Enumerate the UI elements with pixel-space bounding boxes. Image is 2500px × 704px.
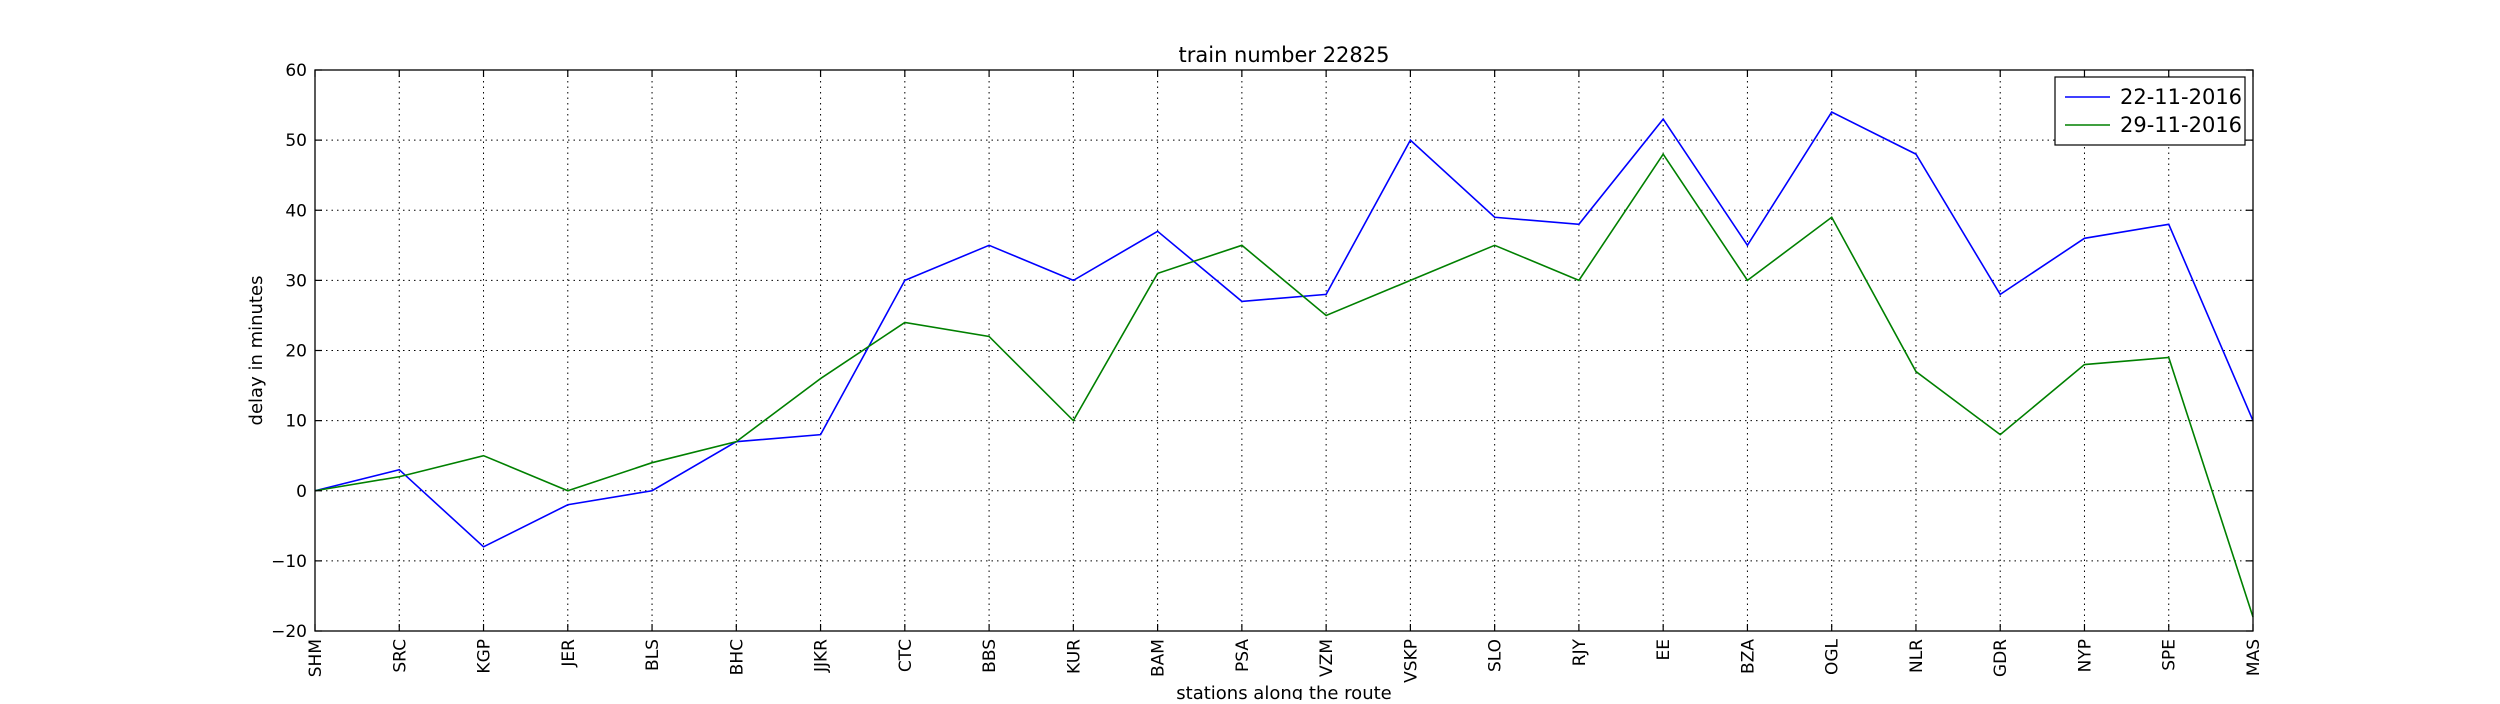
x-tick-label: BZA	[1738, 639, 1758, 674]
x-tick-label: SRC	[390, 639, 410, 673]
series-line-1	[314, 111, 2254, 548]
x-tick-label: JER	[559, 639, 579, 668]
x-tick-label: NYP	[2075, 639, 2095, 672]
x-tick-label: VZM	[1317, 639, 1337, 677]
y-tick-label: −20	[271, 622, 307, 642]
x-tick-label: KUR	[1064, 639, 1084, 674]
x-tick-label: MAS	[2244, 639, 2264, 676]
x-tick-label: VSKP	[1401, 639, 1421, 683]
x-axis-ticks: SHM SRC KGP JER BLS BHC JJKR CTC BBS KUR BAM PSA VZM…	[306, 70, 2264, 683]
legend-box	[2054, 76, 2246, 146]
y-axis-ticks: −20 −10 0 10 20 30 40 50 60	[271, 61, 2253, 642]
y-tick-label: 20	[285, 342, 307, 362]
y-axis-label: delay in minutes	[246, 276, 267, 426]
x-tick-label: SPE	[2160, 639, 2180, 671]
y-tick-label: 60	[285, 61, 307, 81]
series-line-2	[314, 152, 2254, 618]
x-tick-label: BHC	[727, 639, 747, 675]
x-tick-label: SHM	[306, 639, 326, 677]
x-tick-label: BBS	[980, 639, 1000, 673]
y-tick-label: 30	[285, 271, 307, 291]
x-tick-label: JJKR	[812, 639, 832, 673]
x-tick-label: KGP	[475, 639, 495, 674]
chart-title: train number 22825	[1179, 43, 1390, 67]
y-tick-label: 50	[285, 131, 307, 151]
x-tick-label: PSA	[1233, 639, 1253, 672]
x-tick-label: NLR	[1907, 639, 1927, 673]
x-tick-label: BLS	[643, 639, 663, 671]
x-tick-label: SLO	[1486, 639, 1506, 672]
legend-label-2: 29-11-2016	[2120, 113, 2242, 137]
x-tick-label: BAM	[1149, 639, 1169, 677]
y-tick-label: 10	[285, 412, 307, 432]
grid-layer	[315, 70, 2253, 631]
x-tick-label: EE	[1654, 639, 1674, 660]
series-layer	[314, 111, 2254, 618]
legend-label-1: 22-11-2016	[2120, 85, 2242, 109]
y-tick-label: −10	[271, 552, 307, 572]
x-tick-label: RJY	[1570, 638, 1590, 666]
x-tick-label: GDR	[1991, 639, 2011, 677]
x-tick-label: OGL	[1823, 638, 1843, 675]
x-tick-label: CTC	[896, 639, 916, 672]
x-axis-label: stations along the route	[1176, 683, 1391, 700]
y-tick-label: 40	[285, 201, 307, 221]
legend: 22-11-2016 29-11-2016	[2054, 76, 2246, 146]
y-tick-label: 0	[296, 482, 307, 502]
